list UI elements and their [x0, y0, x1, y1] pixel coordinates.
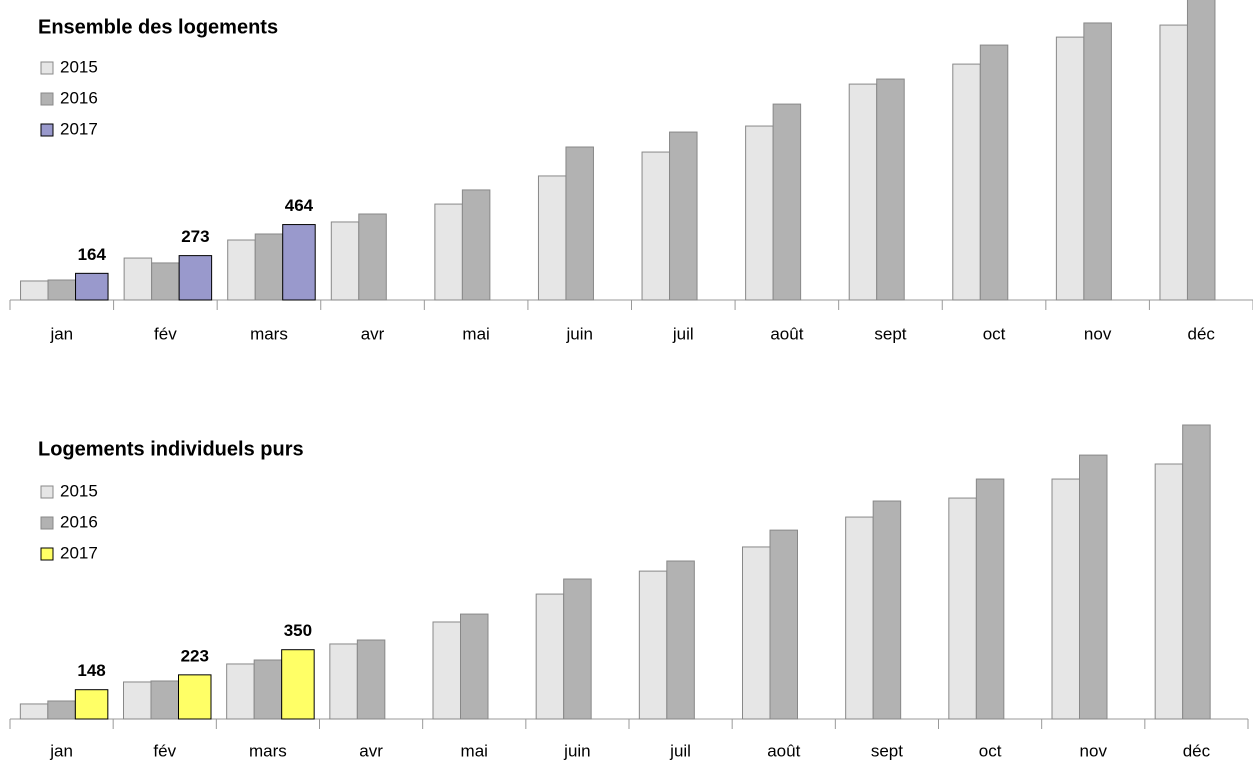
x-tick-label: nov — [1084, 324, 1112, 343]
x-tick-label: fév — [153, 741, 176, 760]
x-tick-label: août — [767, 741, 800, 760]
x-tick-label: juin — [565, 324, 592, 343]
legend-swatch — [40, 516, 54, 530]
value-label: 164 — [78, 245, 107, 264]
bar — [641, 151, 671, 301]
x-tick-label: fév — [154, 324, 177, 343]
bar — [535, 593, 565, 720]
bar — [769, 529, 798, 720]
bar — [537, 175, 567, 301]
value-label: 223 — [181, 646, 209, 665]
legend-swatch — [40, 485, 54, 499]
x-tick-label: juil — [669, 741, 691, 760]
bar — [1186, 0, 1216, 301]
x-tick-label: avr — [359, 741, 383, 760]
x-tick-label: oct — [983, 324, 1006, 343]
bar — [979, 44, 1009, 301]
bar — [123, 257, 153, 301]
bar — [151, 262, 180, 301]
bar — [638, 570, 668, 720]
x-tick-label: jan — [49, 324, 73, 343]
bar — [460, 613, 489, 720]
bar — [178, 255, 213, 301]
bar — [47, 279, 77, 301]
bar — [1083, 22, 1112, 301]
value-label: 350 — [284, 621, 312, 640]
bar — [281, 649, 315, 720]
bar — [226, 663, 255, 720]
legend-label: 2015 — [60, 57, 98, 76]
bar — [948, 497, 977, 720]
bar — [1159, 24, 1188, 301]
x-tick-label: déc — [1187, 324, 1215, 343]
bar — [227, 239, 256, 301]
bar — [1055, 36, 1085, 301]
legend-swatch — [40, 547, 54, 561]
bar — [461, 189, 491, 301]
bar — [1154, 463, 1184, 720]
bar — [669, 131, 698, 301]
legend-swatch — [40, 61, 54, 75]
bar — [742, 546, 771, 720]
bar — [975, 478, 1005, 720]
legend-label: 2017 — [60, 543, 98, 562]
bar — [254, 233, 284, 301]
x-tick-label: sept — [874, 324, 906, 343]
bar — [848, 83, 878, 301]
bar — [666, 560, 695, 720]
legend-label: 2016 — [60, 88, 98, 107]
legend-label: 2015 — [60, 481, 98, 500]
value-label: 464 — [285, 196, 314, 215]
bar — [745, 125, 774, 301]
bar — [565, 146, 594, 301]
x-tick-label: mai — [462, 324, 489, 343]
bar — [1051, 478, 1080, 720]
bar — [872, 500, 902, 720]
x-tick-label: nov — [1080, 741, 1108, 760]
x-tick-label: mai — [461, 741, 488, 760]
x-tick-label: avr — [361, 324, 385, 343]
bar — [845, 516, 874, 720]
x-tick-label: mars — [250, 324, 288, 343]
bar — [123, 681, 152, 720]
legend-swatch — [40, 123, 54, 137]
bar — [432, 621, 461, 720]
bar — [434, 203, 463, 301]
bar — [253, 659, 283, 720]
bar — [876, 78, 905, 301]
bar — [356, 639, 386, 720]
x-tick-label: sept — [871, 741, 903, 760]
bar — [1182, 424, 1211, 720]
value-label: 273 — [181, 227, 209, 246]
x-tick-label: mars — [249, 741, 287, 760]
bar — [20, 280, 49, 301]
bar — [772, 103, 802, 301]
bar — [150, 680, 179, 720]
x-tick-label: oct — [979, 741, 1002, 760]
x-tick-label: août — [770, 324, 803, 343]
x-tick-label: déc — [1183, 741, 1211, 760]
bar — [329, 643, 358, 720]
legend-swatch — [40, 92, 54, 106]
legend-label: 2016 — [60, 512, 98, 531]
bar — [178, 674, 212, 720]
bar — [75, 272, 109, 301]
bar — [47, 700, 76, 720]
bar — [19, 703, 49, 720]
value-label: 148 — [77, 661, 105, 680]
x-tick-label: juil — [672, 324, 694, 343]
bar — [358, 213, 387, 301]
bar — [952, 63, 981, 301]
bar — [74, 689, 109, 720]
legend-label: 2017 — [60, 119, 98, 138]
x-tick-label: jan — [49, 741, 73, 760]
bar — [282, 224, 316, 301]
bar — [563, 578, 592, 720]
chart-title: Logements individuels purs — [38, 438, 304, 460]
x-tick-label: juin — [563, 741, 590, 760]
bar — [1079, 454, 1108, 720]
bar — [330, 221, 360, 301]
chart-title: Ensemble des logements — [38, 16, 278, 38]
